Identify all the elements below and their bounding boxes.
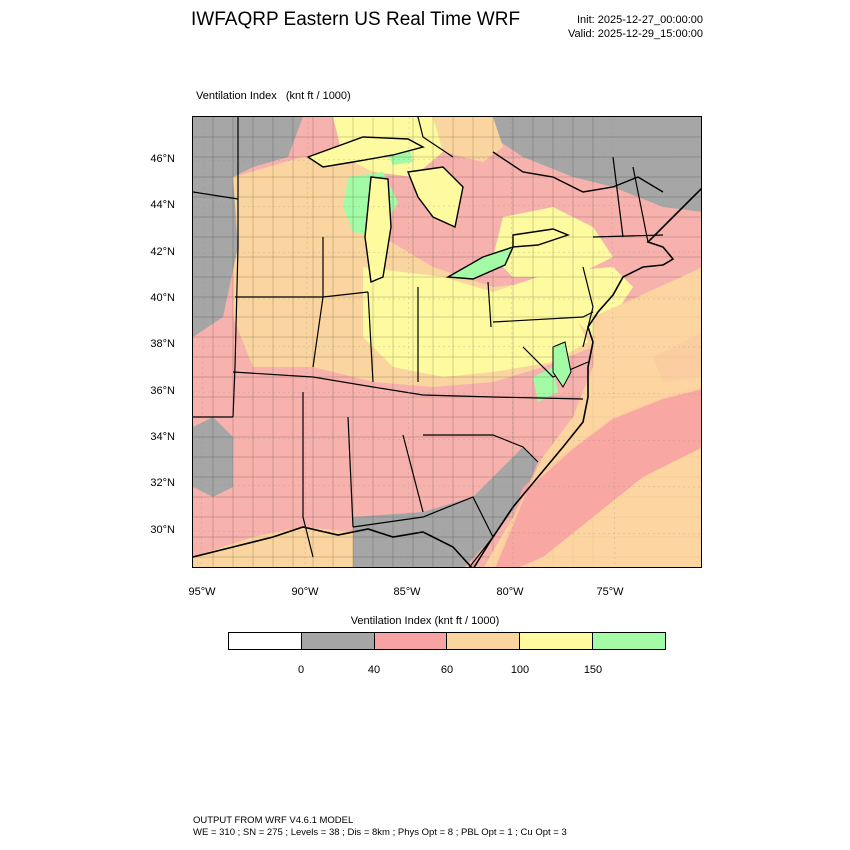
legend-swatch-3 [447, 633, 521, 649]
model-info-line-2: WE = 310 ; SN = 275 ; Levels = 38 ; Dis … [193, 827, 567, 838]
model-info-footer: OUTPUT FROM WRF V4.6.1 MODEL WE = 310 ; … [193, 815, 567, 839]
map-panel [192, 116, 702, 568]
legend-swatch-1 [301, 633, 375, 649]
st-lawrence-river [492, 151, 664, 193]
graticule [193, 117, 701, 567]
legend-tick-40: 40 [367, 664, 381, 676]
lat-label-34: 34°N [150, 431, 175, 443]
lake-superior [306, 136, 425, 168]
color-legend-bar [228, 632, 666, 650]
legend-tick-60: 60 [440, 664, 454, 676]
legend-swatch-2 [374, 633, 448, 649]
model-info-line-1: OUTPUT FROM WRF V4.6.1 MODEL [193, 815, 354, 826]
lat-label-40: 40°N [150, 292, 175, 304]
lat-label-38: 38°N [150, 338, 175, 350]
fill-region-gray-nw [193, 117, 303, 187]
lake-nipigon-shore [417, 117, 454, 158]
lake-ontario [512, 228, 571, 248]
legend-title: Ventilation Index (knt ft / 1000) [350, 615, 500, 627]
ocean-red-mask [495, 389, 701, 567]
fill-region-yellow-ohio-valley [363, 267, 588, 377]
lat-label-30: 30°N [150, 524, 175, 536]
init-time: Init: 2025-12-27_00:00:00 [577, 14, 703, 26]
legend-tick-100: 100 [510, 664, 530, 676]
lon-label-95: 95°W [188, 586, 216, 598]
fill-region-orange-n [433, 117, 503, 162]
atlantic-coastline [473, 187, 701, 567]
valid-time: Valid: 2025-12-29_15:00:00 [568, 28, 703, 40]
lat-label-46: 46°N [150, 153, 175, 165]
legend-tick-150: 150 [583, 664, 603, 676]
ventilation-index-map [193, 117, 701, 567]
legend-swatch-0 [229, 633, 302, 649]
lon-label-90: 90°W [291, 586, 319, 598]
lat-label-44: 44°N [150, 199, 175, 211]
legend-swatch-4 [520, 633, 594, 649]
lake-michigan [364, 176, 392, 283]
chesapeake-bay [552, 341, 572, 388]
fill-region-gray-ne [493, 117, 701, 212]
lon-label-80: 80°W [496, 586, 524, 598]
lat-label-36: 36°N [150, 385, 175, 397]
legend-swatch-5 [593, 633, 665, 649]
lat-label-32: 32°N [150, 477, 175, 489]
lake-huron [407, 166, 464, 229]
plot-title: IWFAQRP Eastern US Real Time WRF [191, 9, 521, 30]
great-lakes [306, 136, 571, 283]
lon-label-75: 75°W [596, 586, 624, 598]
lake-erie [445, 245, 515, 280]
legend-tick-0: 0 [297, 664, 305, 676]
map-field-label: Ventilation Index (knt ft / 1000) [196, 90, 351, 102]
lat-label-42: 42°N [150, 246, 175, 258]
lon-label-85: 85°W [393, 586, 421, 598]
